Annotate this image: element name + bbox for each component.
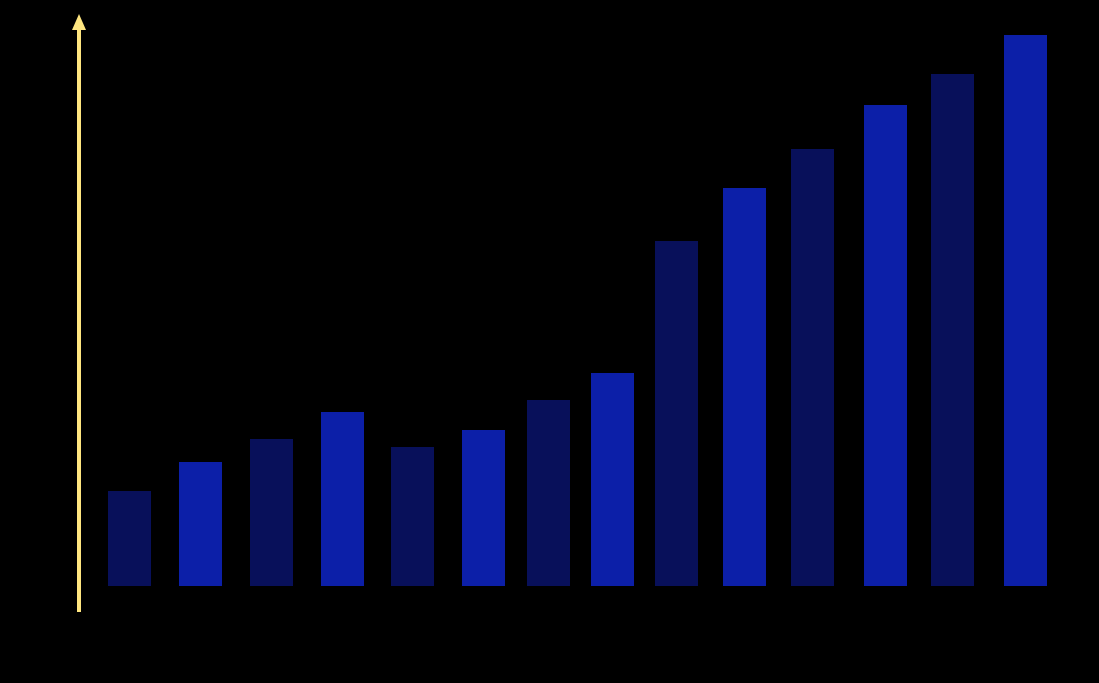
- bar-5: [391, 447, 434, 586]
- bar-9: [655, 241, 698, 586]
- bar-14: [1004, 35, 1047, 586]
- bar-3: [250, 439, 293, 586]
- bar-8: [591, 373, 634, 586]
- bar-13: [931, 74, 974, 586]
- bar-2: [179, 462, 222, 586]
- y-axis-arrow-icon: [72, 14, 86, 30]
- bars-group: [108, 35, 1047, 586]
- bar-12: [864, 105, 907, 586]
- bar-10: [723, 188, 766, 586]
- bar-1: [108, 491, 151, 586]
- bar-7: [527, 400, 570, 586]
- bar-11: [791, 149, 834, 586]
- bar-4: [321, 412, 364, 586]
- bar-6: [462, 430, 505, 586]
